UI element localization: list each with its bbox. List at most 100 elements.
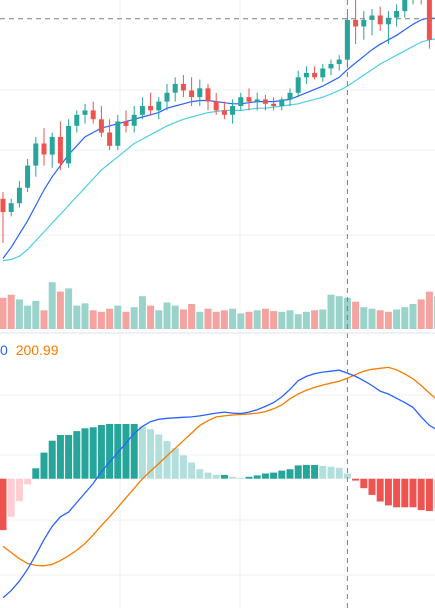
candle-body <box>213 101 219 111</box>
candle-body <box>246 97 252 102</box>
histogram-bar <box>417 478 425 511</box>
volume-bar <box>237 313 245 329</box>
volume-bar <box>81 303 89 329</box>
signal-line <box>2 366 435 567</box>
volume-bar <box>368 308 376 329</box>
histogram-bar <box>368 478 376 495</box>
histogram-bar <box>155 434 163 479</box>
histogram-bar <box>319 465 327 479</box>
candle-body <box>16 187 22 204</box>
candle-body <box>41 143 47 155</box>
volume-bar <box>114 305 122 329</box>
macd-lines <box>2 366 435 599</box>
histogram-bar <box>352 478 360 481</box>
volume-bar <box>130 307 138 329</box>
signal-value: 200.99 <box>15 342 59 358</box>
candle-body <box>156 101 162 111</box>
candle-body <box>25 165 31 188</box>
ma-fast-line <box>2 17 435 259</box>
candle-body <box>139 106 145 115</box>
price-candles <box>0 0 432 243</box>
candle-body <box>197 88 203 98</box>
candle-body <box>279 99 285 106</box>
histogram-bar <box>130 424 138 479</box>
histogram-bar <box>335 467 343 479</box>
histogram-bar <box>32 468 40 479</box>
volume-bar <box>245 311 253 329</box>
histogram-bar <box>278 470 286 479</box>
histogram-bar <box>229 476 237 479</box>
ma-slow-path <box>2 38 435 262</box>
histogram-bar <box>343 473 351 479</box>
candle-body <box>402 0 408 12</box>
volume-bar <box>409 304 417 329</box>
candle-body <box>0 198 6 213</box>
candle-body <box>336 59 342 64</box>
candle-body <box>369 15 375 20</box>
volume-bar <box>360 307 368 329</box>
candle-body <box>57 136 63 164</box>
histogram-bar <box>245 476 253 479</box>
volume-panel <box>0 282 435 329</box>
volume-bar <box>204 308 212 329</box>
histogram-bar <box>360 478 368 489</box>
volume-bar <box>352 301 360 329</box>
candle-body <box>164 92 170 102</box>
volume-bar <box>32 300 40 329</box>
histogram-bar <box>196 469 204 479</box>
candle-body <box>353 19 359 27</box>
volume-bar <box>270 311 278 329</box>
candle-body <box>221 110 227 115</box>
candle-body <box>385 17 391 25</box>
candle-body <box>328 64 334 69</box>
histogram-bar <box>89 427 97 479</box>
candle-body <box>287 92 293 100</box>
volume-bar <box>286 310 294 329</box>
candle-body <box>148 106 154 111</box>
histogram-bar <box>24 478 32 485</box>
candle-body <box>361 19 367 27</box>
histogram-bar <box>15 478 23 502</box>
candle-body <box>115 121 121 146</box>
histogram-bar <box>171 448 179 479</box>
histogram-bar <box>81 428 89 479</box>
histogram-bar <box>56 435 64 479</box>
volume-bar <box>294 314 302 329</box>
volume-bar <box>401 307 409 329</box>
candle-body <box>107 132 113 146</box>
histogram-bar <box>393 478 401 508</box>
candle-body <box>303 72 309 78</box>
volume-bar <box>196 311 204 329</box>
candle-body <box>271 103 277 106</box>
candle-body <box>90 110 96 120</box>
candle-body <box>33 143 39 166</box>
volume-bar <box>122 311 130 329</box>
ma-slow-line <box>2 38 435 262</box>
volume-bar <box>335 296 343 329</box>
candle-body <box>377 15 383 25</box>
candle-body <box>394 11 400 18</box>
histogram-bar <box>376 478 384 502</box>
volume-bar <box>106 308 114 329</box>
volume-bar <box>425 291 433 329</box>
candle-body <box>82 110 88 115</box>
volume-bar <box>0 297 7 329</box>
candle-body <box>8 203 14 212</box>
volume-bar <box>24 305 32 329</box>
volume-bar <box>163 302 171 329</box>
histogram-bar <box>7 478 15 517</box>
histogram-bar <box>302 464 310 479</box>
histogram-bar <box>40 452 48 479</box>
histogram-bar <box>220 474 228 479</box>
volume-bar <box>343 297 351 329</box>
volume-bar <box>212 311 220 329</box>
volume-bar <box>253 310 261 329</box>
histogram-bar <box>204 472 212 479</box>
histogram-bar <box>401 478 409 508</box>
candle-body <box>180 83 186 91</box>
candle-body <box>189 90 195 98</box>
indicator-readout: 0 200.99 <box>0 341 59 359</box>
candle-body <box>254 99 260 102</box>
candle-body <box>312 72 318 78</box>
